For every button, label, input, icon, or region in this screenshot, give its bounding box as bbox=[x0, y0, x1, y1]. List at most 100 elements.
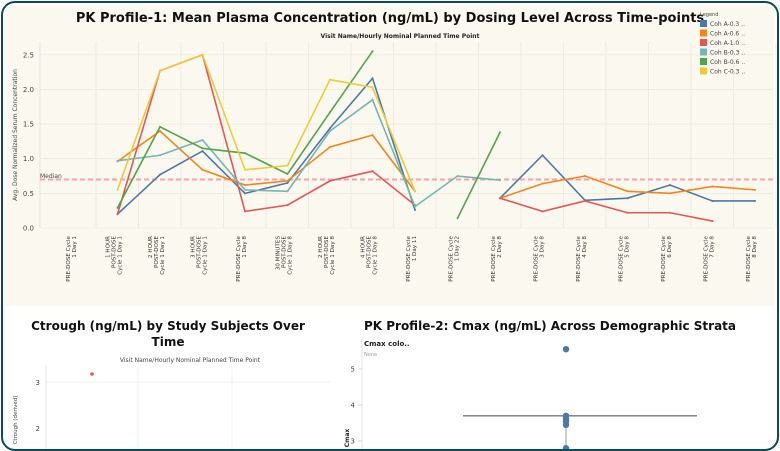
x-tick-label: PRE-DOSE Cycle 1 Day 11 bbox=[406, 235, 418, 281]
series-line bbox=[499, 197, 713, 222]
legend-item[interactable]: Coh A-0.6 .. bbox=[710, 31, 745, 38]
x-tick-label: PRE-DOSE Cycle 1 Day 8 bbox=[236, 235, 248, 281]
series-coh-a-1-0- bbox=[116, 53, 714, 223]
x-tick-label-line: PRE-DOSE Cycle bbox=[491, 235, 497, 281]
legend-title: Cmax colo.. bbox=[364, 340, 410, 348]
x-axis-title: Visit Name/Hourly Nominal Planned Time P… bbox=[321, 33, 480, 40]
legend-swatch bbox=[700, 67, 707, 75]
chart-title-line-2: Time bbox=[152, 335, 185, 349]
x-tick-label: 3 HOUR POST-DOSE Cycle 1 Day 1 bbox=[190, 236, 208, 275]
x-tick-label-line: PRE-DOSE Cycle bbox=[576, 235, 582, 281]
series-line bbox=[117, 98, 501, 208]
x-tick-label-line: 4 Day 8 bbox=[582, 236, 588, 258]
x-tick-label-line: PRE-DOSE Cycle bbox=[236, 235, 242, 281]
x-tick-label-line: 30 MINUTES bbox=[275, 236, 281, 271]
y-axis-title: Avg. Dose Normalized Serum Concentration bbox=[12, 69, 19, 201]
y-axis-title: Cmax bbox=[344, 429, 351, 448]
y-tick-label: 2.0 bbox=[23, 86, 34, 94]
x-tick-label-line: 2 HOUR bbox=[148, 236, 154, 258]
x-tick-label-line: 5 Day 8 bbox=[625, 236, 631, 258]
x-tick-label-line: 1 Day 8 bbox=[242, 236, 248, 258]
x-tick-label-line: PRE-DOSE Cycle bbox=[661, 235, 667, 281]
x-tick-label: 30 MINUTES POST-DOSE Cycle 1 Day 8 bbox=[275, 236, 293, 275]
x-tick-label-line: 2 Day 8 bbox=[497, 236, 503, 258]
legend-swatch bbox=[700, 58, 707, 65]
x-tick-label: PRE-DOSE Cycle 1 Day 22 bbox=[448, 235, 460, 281]
x-tick-label: 1 HOUR POST-DOSE Cycle 1 Day 1 bbox=[105, 236, 123, 275]
y-tick-label: 4 bbox=[351, 402, 356, 410]
x-tick-label-line: 1 Day 11 bbox=[412, 236, 418, 262]
chart-title: PK Profile-1: Mean Plasma Concentration … bbox=[76, 11, 705, 26]
x-tick-label-line: Cycle 1 Day 1 bbox=[203, 236, 209, 275]
legend-item[interactable]: Coh B-0.3 .. bbox=[710, 50, 745, 57]
series-line bbox=[499, 175, 756, 199]
x-tick-label: PRE-DOSE Cycle 7 Day 8 bbox=[703, 235, 715, 281]
x-tick-label-line: PRE-DOSE Cycle bbox=[448, 235, 454, 281]
data-point[interactable] bbox=[562, 346, 570, 353]
legend-swatch bbox=[700, 20, 707, 27]
chart-title-line-1: Ctrough (ng/mL) by Study Subjects Over bbox=[31, 319, 305, 333]
x-tick-label-line: POST-DOSE bbox=[154, 236, 160, 269]
data-point[interactable] bbox=[562, 421, 570, 428]
ctrough-chart: Ctrough (ng/mL) by Study Subjects Over T… bbox=[13, 319, 330, 449]
series-line bbox=[456, 132, 501, 219]
x-tick-label-line: PRE-DOSE Cycle bbox=[703, 235, 709, 281]
x-tick-label-line: 8 Day 8 bbox=[752, 236, 758, 258]
legend-swatch bbox=[700, 39, 707, 46]
series-coh-b-0-3- bbox=[116, 98, 501, 208]
y-tick-label: 5 bbox=[351, 366, 355, 374]
y-axis-title: Ctrough (derived) bbox=[13, 396, 19, 445]
series-coh-b-0-6- bbox=[116, 50, 501, 220]
x-tick-label-line: 4 HOUR bbox=[360, 236, 366, 258]
x-tick-label-line: 3 Day 8 bbox=[540, 236, 546, 258]
pk-profile-1-chart: PK Profile-1: Mean Plasma Concentration … bbox=[12, 11, 777, 282]
x-tick-label: PRE-DOSE Cycle 8 Day 8 bbox=[746, 235, 758, 281]
legend-item[interactable]: Coh B-0.6 .. bbox=[710, 59, 745, 66]
x-tick-label: 4 HOUR POST-DOSE Cycle 1 Day 8 bbox=[360, 236, 378, 275]
legend-item[interactable]: Coh A-0.3 .. bbox=[710, 21, 745, 28]
data-point[interactable] bbox=[562, 445, 570, 450]
y-tick-label: 3 bbox=[36, 379, 40, 387]
x-tick-label-line: 7 Day 8 bbox=[710, 236, 716, 258]
x-tick-label-line: POST-DOSE bbox=[112, 236, 118, 269]
legend-item[interactable]: Coh C-0.3 .. bbox=[710, 69, 745, 76]
x-tick-label-line: 2 HOUR bbox=[318, 236, 324, 258]
y-tick-label: 0.0 bbox=[23, 225, 34, 233]
pk-profile-2-chart: PK Profile-2: Cmax (ng/mL) Across Demogr… bbox=[344, 319, 736, 450]
x-tick-label: 2 HOUR POST-DOSE Cycle 1 Day 1 bbox=[148, 236, 166, 275]
x-tick-label: 2 HOUR POST-DOSE Cycle 1 Day 8 bbox=[318, 236, 336, 275]
data-point[interactable] bbox=[90, 372, 94, 376]
y-tick-label: 3 bbox=[351, 438, 355, 446]
x-tick-label: PRE-DOSE Cycle 4 Day 8 bbox=[576, 235, 588, 281]
x-tick-label-line: 6 Day 8 bbox=[667, 236, 673, 258]
x-tick-label-line: 3 HOUR bbox=[190, 236, 196, 258]
x-tick-label-line: Cycle 1 Day 1 bbox=[118, 236, 124, 275]
y-tick-label: 1.0 bbox=[23, 155, 34, 163]
x-tick-label-line: Cycle 1 Day 8 bbox=[288, 236, 294, 275]
x-tick-label: PRE-DOSE Cycle 6 Day 8 bbox=[661, 235, 673, 281]
median-label: Median bbox=[40, 173, 62, 180]
x-tick-label-line: Cycle 1 Day 1 bbox=[160, 236, 166, 275]
x-tick-label: PRE-DOSE Cycle 3 Day 8 bbox=[533, 235, 545, 281]
x-tick-label-line: PRE-DOSE Cycle bbox=[406, 235, 412, 281]
x-tick-label: PRE-DOSE Cycle 5 Day 8 bbox=[618, 235, 630, 281]
x-tick-label-line: PRE-DOSE Cycle bbox=[618, 235, 624, 281]
legend-swatch bbox=[700, 29, 707, 37]
legend-item[interactable]: Coh A-1.0 .. bbox=[710, 40, 745, 47]
x-tick-label-line: POST-DOSE bbox=[282, 236, 288, 269]
y-tick-label: 0.5 bbox=[23, 190, 34, 198]
series-line bbox=[116, 53, 416, 192]
legend-swatch bbox=[700, 48, 707, 56]
x-tick-label-line: PRE-DOSE Cycle bbox=[533, 235, 539, 281]
x-tick-label-line: 1 Day 1 bbox=[72, 236, 78, 258]
legend-title: Legend bbox=[700, 12, 718, 18]
y-tick-label: 2 bbox=[36, 425, 40, 433]
x-tick-label-line: PRE-DOSE Cycle bbox=[66, 235, 72, 281]
x-tick-label-line: PRE-DOSE Cycle bbox=[746, 235, 752, 281]
x-tick-label-line: POST-DOSE bbox=[324, 236, 330, 269]
x-tick-label-line: 1 Day 22 bbox=[455, 236, 461, 261]
legend: Legend Coh A-0.3 .. Coh A-0.6 .. Coh A-1.0… bbox=[700, 12, 745, 76]
x-tick-label-line: Cycle 1 Day 8 bbox=[373, 236, 379, 275]
